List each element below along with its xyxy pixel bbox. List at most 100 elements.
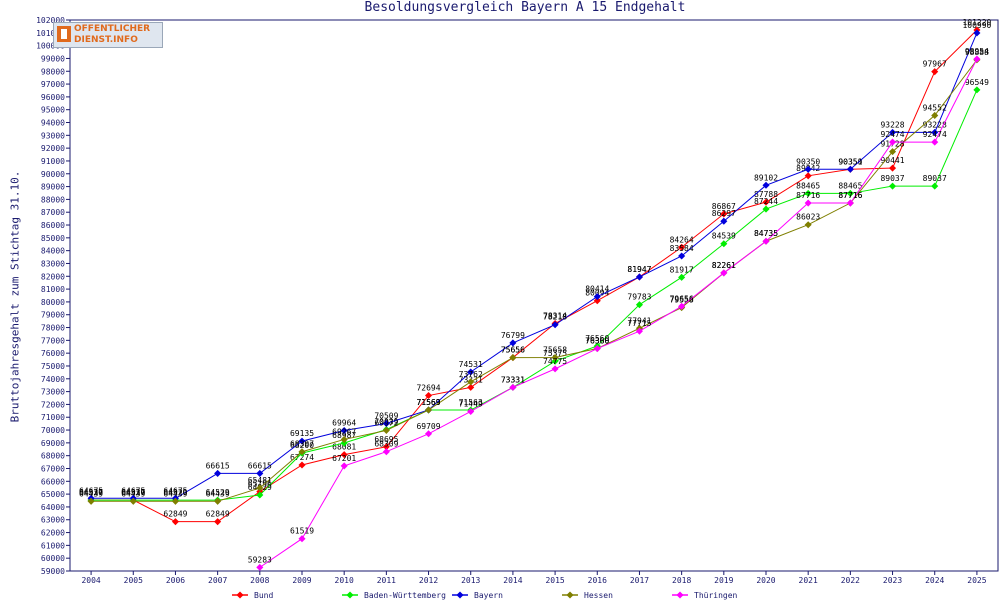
data-point <box>256 484 264 492</box>
y-tick-label: 62000 <box>41 529 65 538</box>
data-point <box>467 368 475 376</box>
y-tick-label: 68000 <box>41 452 65 461</box>
data-point <box>635 327 643 335</box>
data-label: 64537 <box>121 488 145 497</box>
y-tick-label: 82000 <box>41 272 65 281</box>
data-label: 87716 <box>838 191 862 200</box>
y-tick-label: 92000 <box>41 144 65 153</box>
series-line <box>91 59 978 502</box>
data-label: 88465 <box>796 181 820 190</box>
data-label: 87716 <box>838 191 862 200</box>
x-tick-label: 2025 <box>967 576 986 585</box>
data-label: 92474 <box>923 130 947 139</box>
data-point <box>635 273 643 281</box>
x-tick-label: 2014 <box>503 576 522 585</box>
data-point <box>171 497 179 505</box>
data-label: 62849 <box>163 510 187 519</box>
data-label: 74531 <box>459 360 483 369</box>
data-label: 76360 <box>585 337 609 346</box>
y-tick-label: 70000 <box>41 426 65 435</box>
data-label: 76560 <box>585 334 609 343</box>
data-label: 65196 <box>248 480 272 489</box>
data-point <box>298 437 306 445</box>
data-label: 73331 <box>501 375 525 384</box>
y-tick-label: 61000 <box>41 541 65 550</box>
data-label: 77715 <box>627 319 651 328</box>
legend-marker <box>566 591 574 599</box>
data-label: 84735 <box>754 229 778 238</box>
data-point <box>467 378 475 386</box>
data-point <box>298 448 306 456</box>
data-point <box>846 199 854 207</box>
y-tick-label: 97000 <box>41 80 65 89</box>
series-line <box>91 29 978 523</box>
y-tick-label: 98000 <box>41 67 65 76</box>
data-label: 90441 <box>880 156 904 165</box>
x-tick-label: 2024 <box>925 576 944 585</box>
x-tick-label: 2012 <box>419 576 438 585</box>
y-tick-label: 94000 <box>41 119 65 128</box>
legend-marker <box>456 591 464 599</box>
data-point <box>889 128 897 136</box>
y-tick-label: 93000 <box>41 131 65 140</box>
y-tick-label: 67000 <box>41 464 65 473</box>
data-label: 93228 <box>923 120 947 129</box>
data-label: 64537 <box>79 488 103 497</box>
data-label: 98888 <box>965 48 989 57</box>
y-tick-label: 63000 <box>41 516 65 525</box>
data-label: 64439 <box>79 489 103 498</box>
data-point <box>846 165 854 173</box>
data-label: 67274 <box>290 453 314 462</box>
data-point <box>720 210 728 218</box>
y-tick-label: 85000 <box>41 234 65 243</box>
data-label: 90351 <box>838 157 862 166</box>
data-label: 84264 <box>670 235 694 244</box>
data-label: 87244 <box>754 197 778 206</box>
data-label: 87716 <box>796 191 820 200</box>
data-label: 83584 <box>670 244 694 253</box>
data-point <box>804 172 812 180</box>
y-tick-label: 101000 <box>36 29 65 38</box>
data-label: 75656 <box>501 346 525 355</box>
y-tick-label: 96000 <box>41 93 65 102</box>
logo-text: OFFENTLICHER DIENST.INFO <box>74 24 151 45</box>
x-tick-label: 2006 <box>166 576 185 585</box>
y-tick-label: 88000 <box>41 195 65 204</box>
data-label: 70509 <box>374 412 398 421</box>
data-point <box>889 164 897 172</box>
x-tick-label: 2016 <box>588 576 607 585</box>
data-point <box>425 430 433 438</box>
data-point <box>425 391 433 400</box>
data-point <box>214 497 222 505</box>
y-tick-label: 102000 <box>36 16 65 25</box>
data-point <box>889 182 897 190</box>
y-tick-label: 73000 <box>41 388 65 397</box>
data-point <box>678 273 686 281</box>
data-point <box>382 419 390 428</box>
data-point <box>973 55 981 63</box>
x-tick-label: 2022 <box>841 576 860 585</box>
data-label: 67201 <box>332 454 356 463</box>
data-point <box>171 518 179 526</box>
x-tick-label: 2023 <box>883 576 902 585</box>
data-point <box>593 297 601 305</box>
x-tick-label: 2010 <box>335 576 354 585</box>
data-label: 93228 <box>880 120 904 129</box>
data-label: 61519 <box>290 527 314 536</box>
legend-label: Thüringen <box>694 591 738 600</box>
series-line <box>91 89 978 501</box>
data-point <box>720 269 728 277</box>
y-tick-label: 81000 <box>41 285 65 294</box>
data-label: 81917 <box>670 265 694 274</box>
data-label: 94552 <box>923 103 947 112</box>
data-point <box>214 469 222 477</box>
data-label: 97967 <box>923 60 947 69</box>
x-tick-label: 2020 <box>756 576 775 585</box>
data-label: 89102 <box>754 173 778 182</box>
data-label: 64529 <box>79 488 103 497</box>
data-label: 86867 <box>712 202 736 211</box>
y-tick-label: 83000 <box>41 259 65 268</box>
y-tick-label: 65000 <box>41 490 65 499</box>
data-label: 82261 <box>712 261 736 270</box>
